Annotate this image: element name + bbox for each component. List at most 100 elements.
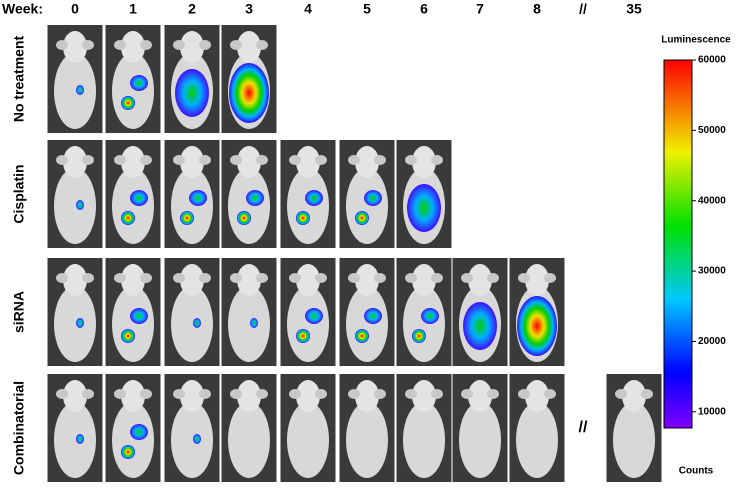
- mouse-ear: [289, 389, 301, 399]
- mouse-image: [452, 258, 508, 366]
- signal: [121, 211, 135, 225]
- mouse-ear: [173, 40, 185, 50]
- mouse-ear: [641, 389, 653, 399]
- signal: [250, 318, 258, 328]
- mouse-head: [525, 264, 549, 296]
- mouse-image: [47, 258, 103, 366]
- mouse-image: [164, 140, 220, 248]
- row-label: Cisplatin: [11, 164, 27, 223]
- mouse-head: [355, 264, 379, 296]
- mouse-image: [339, 374, 395, 482]
- mouse-ear: [173, 389, 185, 399]
- colorbar-tick-label: 30000: [698, 266, 726, 277]
- mouse-ear: [230, 389, 242, 399]
- mouse-ear: [140, 155, 152, 165]
- signal: [76, 318, 84, 328]
- mouse-ear: [56, 155, 68, 165]
- mouse-ear: [461, 273, 473, 283]
- mouse-ear: [199, 40, 211, 50]
- mouse-ear: [289, 155, 301, 165]
- week-number: 4: [304, 1, 312, 17]
- mouse-body: [171, 168, 213, 244]
- mouse-ear: [114, 273, 126, 283]
- mouse-head: [355, 380, 379, 412]
- colorbar-tick-label: 50000: [698, 125, 726, 136]
- mouse-ear: [256, 155, 268, 165]
- signal: [246, 190, 264, 206]
- mouse-ear: [487, 273, 499, 283]
- week-number: 0: [71, 1, 79, 17]
- signal: [305, 308, 323, 324]
- signal: [296, 329, 310, 343]
- mouse-body: [112, 168, 154, 244]
- signal: [121, 96, 135, 110]
- signal: [463, 302, 497, 350]
- mouse-ear: [405, 273, 417, 283]
- signal: [121, 445, 135, 459]
- mouse-image: [105, 140, 161, 248]
- signal: [189, 190, 207, 206]
- break-marker: //: [579, 419, 588, 436]
- colorbar-tick-label: 10000: [698, 406, 726, 417]
- mouse-ear: [431, 155, 443, 165]
- mouse-body: [459, 402, 501, 478]
- mouse-ear: [199, 389, 211, 399]
- mouse-image: [164, 374, 220, 482]
- mouse-ear: [256, 273, 268, 283]
- mouse-head: [355, 146, 379, 178]
- mouse-ear: [461, 389, 473, 399]
- mouse-ear: [518, 389, 530, 399]
- signal: [180, 211, 194, 225]
- mouse-ear: [289, 273, 301, 283]
- mouse-image: [396, 258, 452, 366]
- colorbar-tick-label: 40000: [698, 195, 726, 206]
- week-number: 8: [533, 1, 541, 17]
- week-number: 7: [476, 1, 484, 17]
- mouse-image: [47, 25, 103, 133]
- week-number: 2: [188, 1, 196, 17]
- mouse-ear: [56, 40, 68, 50]
- mouse-ear: [56, 273, 68, 283]
- signal: [76, 85, 84, 95]
- mouse-head: [63, 264, 87, 296]
- mouse-head: [412, 380, 436, 412]
- mouse-body: [346, 402, 388, 478]
- mouse-head: [237, 380, 261, 412]
- mouse-head: [622, 380, 646, 412]
- mouse-image: [339, 140, 395, 248]
- row-label: siRNA: [11, 291, 27, 333]
- mouse-ear: [140, 389, 152, 399]
- mouse-body: [54, 402, 96, 478]
- mouse-body: [287, 286, 329, 362]
- signal: [175, 69, 209, 117]
- signal: [130, 424, 148, 440]
- mouse-head: [121, 146, 145, 178]
- mouse-ear: [315, 155, 327, 165]
- mouse-head: [296, 146, 320, 178]
- colorbar: [663, 59, 693, 429]
- mouse-ear: [82, 155, 94, 165]
- mouse-ear: [348, 273, 360, 283]
- mouse-image: [339, 258, 395, 366]
- signal: [130, 75, 148, 91]
- mouse-body: [171, 402, 213, 478]
- mouse-ear: [173, 273, 185, 283]
- mouse-image: [164, 258, 220, 366]
- mouse-ear: [487, 389, 499, 399]
- mouse-ear: [230, 40, 242, 50]
- mouse-image: [509, 374, 565, 482]
- row-label: No treatment: [11, 35, 27, 122]
- week-number: //: [579, 1, 587, 17]
- mouse-image: [105, 374, 161, 482]
- mouse-ear: [82, 273, 94, 283]
- mouse-image: [105, 25, 161, 133]
- signal: [296, 211, 310, 225]
- mouse-head: [237, 264, 261, 296]
- mouse-head: [412, 146, 436, 178]
- mouse-ear: [173, 155, 185, 165]
- mouse-body: [54, 286, 96, 362]
- mouse-head: [63, 31, 87, 63]
- mouse-body: [613, 402, 655, 478]
- mouse-ear: [374, 389, 386, 399]
- mouse-body: [54, 168, 96, 244]
